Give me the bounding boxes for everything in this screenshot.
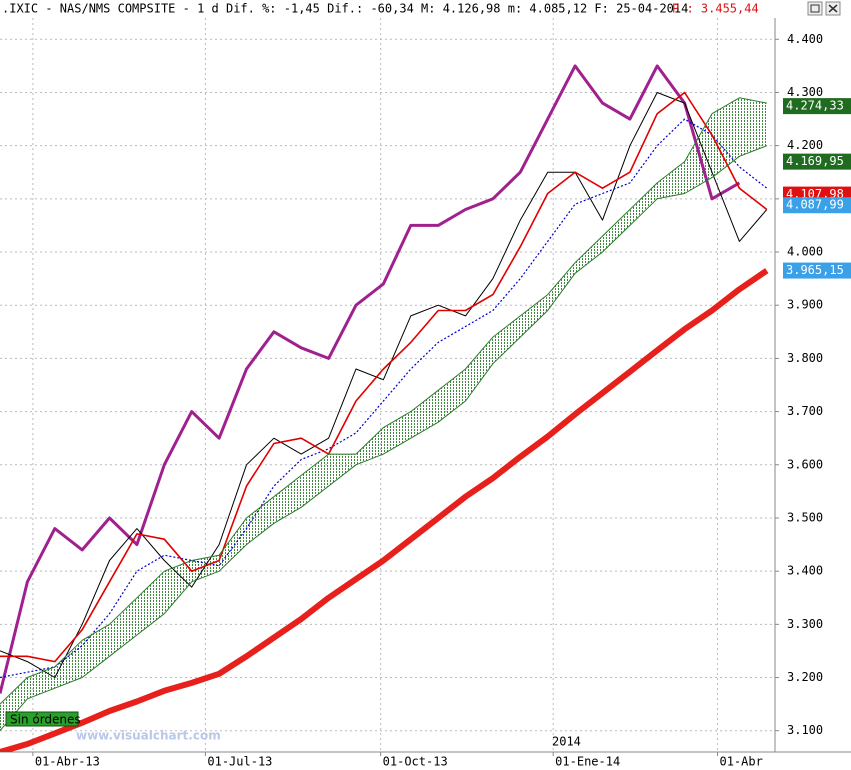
x-tick-label: 01-Ene-14 <box>555 755 620 769</box>
price-tag <box>783 197 851 214</box>
y-tick-label: 3.800 <box>787 351 823 365</box>
y-tick-label: 4.400 <box>787 32 823 46</box>
y-tick-label: 4.000 <box>787 245 823 259</box>
header: .IXIC - NAS/NMS COMPSITE - 1 d Dif. %: -… <box>2 2 688 16</box>
close-icon <box>828 4 838 13</box>
y-tick-label: 4.200 <box>787 138 823 152</box>
x-tick-label: 01-Abr <box>719 755 762 769</box>
series-line <box>0 64 741 694</box>
y-tick-label: 3.100 <box>787 723 823 737</box>
watermark: www.visualchart.com <box>76 729 221 743</box>
maximize-icon <box>810 4 820 13</box>
maximize-button[interactable] <box>807 1 823 16</box>
header-price: P : 3.455,44 <box>672 2 759 16</box>
cloud-fill <box>0 97 767 731</box>
x-tick-label: 01-Oct-13 <box>383 755 448 769</box>
price-tag-label: 3.965,15 <box>786 263 844 277</box>
price-tag <box>783 153 851 170</box>
x-tick-label: 01-Abr-13 <box>35 755 100 769</box>
y-tick-label: 4.300 <box>787 85 823 99</box>
y-tick-label: 3.700 <box>787 404 823 418</box>
y-tick-label: 3.900 <box>787 298 823 312</box>
y-tick-label: 3.300 <box>787 617 823 631</box>
price-tag <box>783 262 851 279</box>
series-line <box>0 91 768 663</box>
series-line <box>0 92 768 678</box>
header-bar <box>0 0 775 17</box>
year-label: 2014 <box>552 735 581 749</box>
y-tick-label: 3.500 <box>787 510 823 524</box>
price-tag-label: 4.274,33 <box>786 99 844 113</box>
y-tick-label: 3.400 <box>787 564 823 578</box>
y-tick-label: 3.200 <box>787 670 823 684</box>
price-tag-label: 4.169,95 <box>786 154 844 168</box>
price-tag <box>783 98 851 115</box>
series-line <box>0 97 767 705</box>
series-line <box>0 118 768 679</box>
status: Sin órdenes <box>10 713 81 727</box>
status-box <box>5 711 79 727</box>
series-line <box>0 145 767 732</box>
y-tick-label: 3.600 <box>787 457 823 471</box>
x-tick-label: 01-Jul-13 <box>207 755 272 769</box>
price-tag-label: 4.087,99 <box>786 198 844 212</box>
series-line <box>0 268 769 752</box>
